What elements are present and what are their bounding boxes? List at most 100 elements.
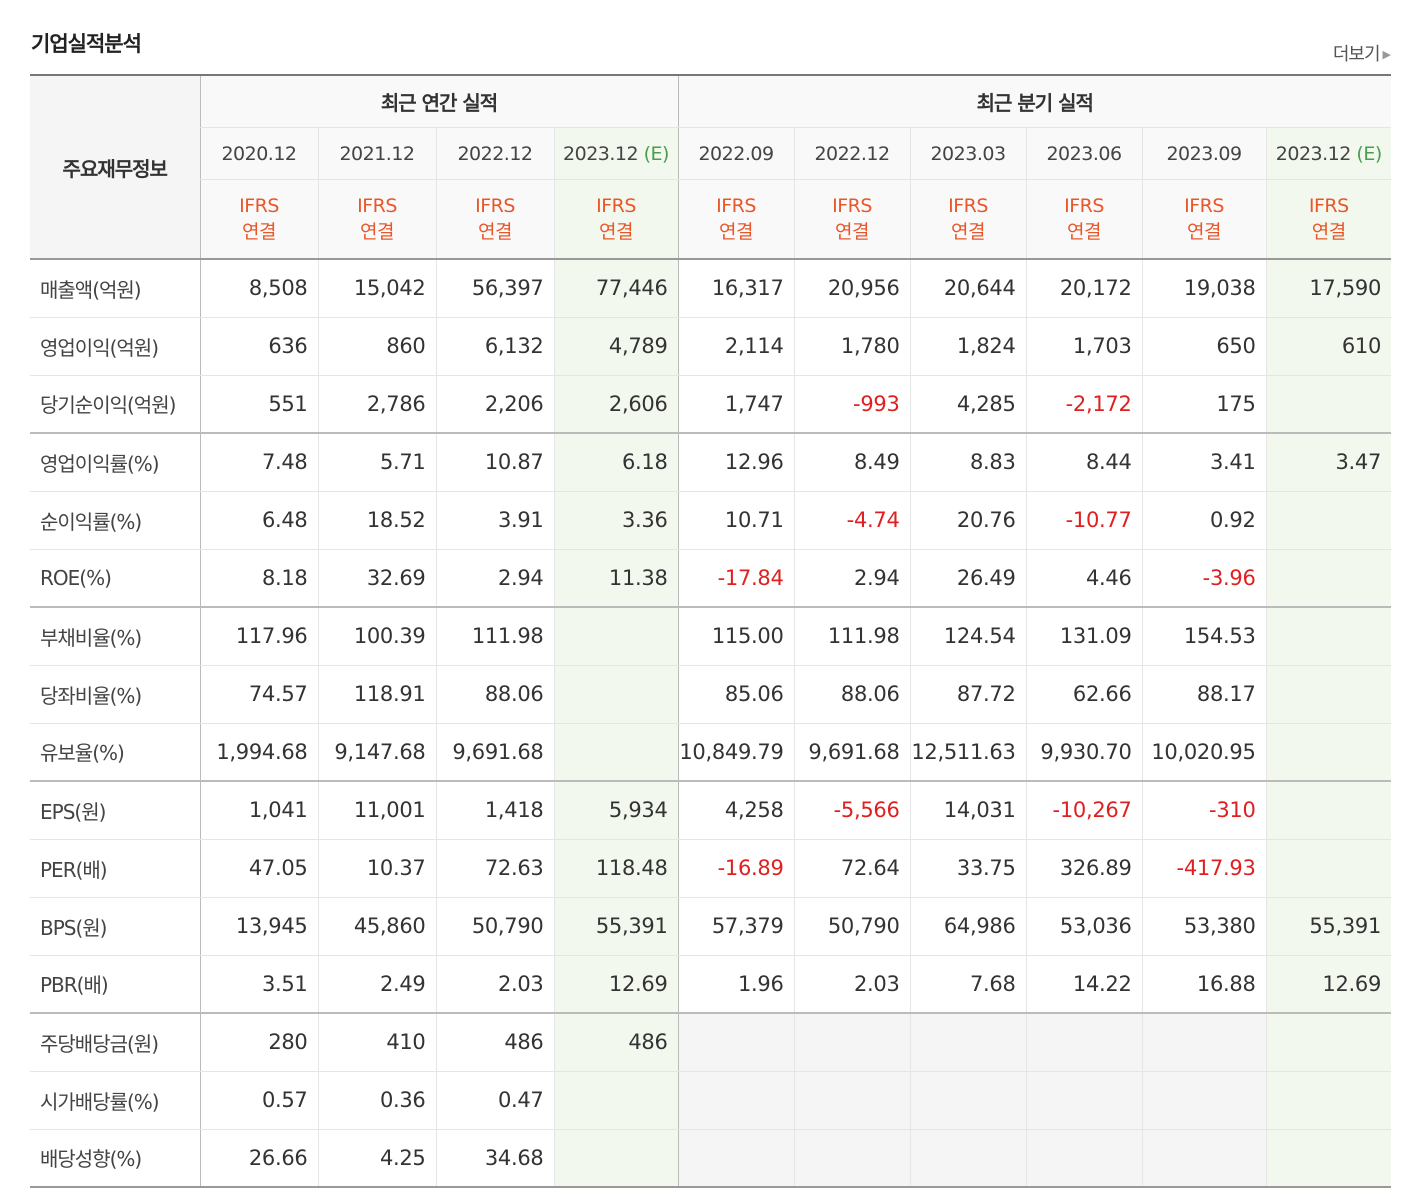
more-link[interactable]: 더보기 ▶ <box>1332 40 1391 66</box>
data-cell <box>677 1013 795 1072</box>
more-link-label: 더보기 <box>1332 44 1381 65</box>
data-cell: 77,446 <box>553 259 679 318</box>
row-label: 영업이익률(%) <box>30 433 200 492</box>
data-cell: 486 <box>435 1013 554 1072</box>
data-cell: -2,172 <box>1025 375 1143 434</box>
row-label: 주당배당금(원) <box>30 1013 200 1072</box>
data-cell: 2.49 <box>317 955 436 1014</box>
data-cell: 26.49 <box>909 549 1027 608</box>
data-cell: -10.77 <box>1025 491 1143 550</box>
basis-consolidation: 연결 <box>1187 221 1221 243</box>
basis-header: IFRS 연결 <box>199 179 318 260</box>
data-cell <box>1025 1071 1143 1130</box>
data-cell: 2,606 <box>553 375 679 434</box>
data-cell: 53,380 <box>1141 897 1267 956</box>
data-cell: 87.72 <box>909 665 1027 724</box>
period-header: 2021.12 <box>317 127 436 180</box>
period-label: 2022.09 <box>698 142 774 165</box>
data-cell: 4.46 <box>1025 549 1143 608</box>
data-cell: 8.83 <box>909 433 1027 492</box>
table-row: 시가배당률(%) 0.57 0.36 0.47 <box>30 1071 1392 1130</box>
data-cell: 19,038 <box>1141 259 1267 318</box>
data-cell: 64,986 <box>909 897 1027 956</box>
row-label: 시가배당률(%) <box>30 1071 200 1130</box>
basis-consolidation: 연결 <box>719 221 753 243</box>
data-cell: 88.17 <box>1141 665 1267 724</box>
data-cell: -5,566 <box>793 781 911 840</box>
table-row: PER(배) 47.05 10.37 72.63 118.48 -16.89 72.64 33… <box>30 839 1392 898</box>
data-cell: 486 <box>553 1013 679 1072</box>
estimate-mark: (E) <box>643 142 670 165</box>
table-row: 주당배당금(원) 280 410 486 486 <box>30 1013 1392 1072</box>
data-cell: 45,860 <box>317 897 436 956</box>
table-row: ROE(%) 8.18 32.69 2.94 11.38 -17.84 2.94 26.49 4… <box>30 549 1392 608</box>
data-cell <box>1265 723 1392 782</box>
header-group-row: 주요재무정보 최근 연간 실적 최근 분기 실적 <box>30 74 1392 260</box>
period-header: 2022.12 <box>435 127 554 180</box>
data-cell: 20.76 <box>909 491 1027 550</box>
table-row: BPS(원) 13,945 45,860 50,790 55,391 57,379 50,7… <box>30 897 1392 956</box>
basis-header-row: IFRS 연결 IFRS 연결 IFRS 연결 IFRS 연결 IFRS 연결 IFRS 연결 IFRS… <box>30 179 1392 260</box>
data-cell: 118.91 <box>317 665 436 724</box>
data-cell: 6,132 <box>435 317 554 376</box>
basis-consolidation: 연결 <box>599 221 633 243</box>
data-cell <box>553 665 679 724</box>
period-label: 2023.09 <box>1166 142 1242 165</box>
data-cell <box>553 607 679 666</box>
data-cell <box>1265 491 1392 550</box>
data-cell: 2.94 <box>435 549 554 608</box>
basis-header: IFRS 연결 <box>435 179 554 260</box>
period-header: 2023.09 <box>1141 127 1267 180</box>
data-cell <box>677 1129 795 1188</box>
data-cell <box>1141 1129 1267 1188</box>
data-cell: 3.41 <box>1141 433 1267 492</box>
data-cell: 610 <box>1265 317 1392 376</box>
period-header: 2022.09 <box>677 127 795 180</box>
data-cell: 16.88 <box>1141 955 1267 1014</box>
data-cell: 88.06 <box>435 665 554 724</box>
data-cell: 2.03 <box>793 955 911 1014</box>
basis-standard: IFRS <box>357 195 397 217</box>
data-cell: 2,114 <box>677 317 795 376</box>
data-cell: 57,379 <box>677 897 795 956</box>
basis-consolidation: 연결 <box>1311 221 1346 243</box>
data-cell: 280 <box>199 1013 318 1072</box>
basis-standard: IFRS <box>1064 195 1104 217</box>
data-cell: 9,930.70 <box>1025 723 1143 782</box>
data-cell: 74.57 <box>199 665 318 724</box>
basis-consolidation: 연결 <box>1067 221 1101 243</box>
data-cell: 8,508 <box>199 259 318 318</box>
basis-consolidation: 연결 <box>360 221 394 243</box>
data-cell: 1,824 <box>909 317 1027 376</box>
data-cell: 14.22 <box>1025 955 1143 1014</box>
period-header: 2020.12 <box>199 127 318 180</box>
data-cell: 55,391 <box>1265 897 1392 956</box>
basis-header: IFRS 연결 <box>1265 179 1392 260</box>
row-label: 영업이익(억원) <box>30 317 200 376</box>
data-cell <box>553 723 679 782</box>
data-cell <box>793 1013 911 1072</box>
row-label: PER(배) <box>30 839 200 898</box>
row-label: 순이익률(%) <box>30 491 200 550</box>
data-cell <box>909 1129 1027 1188</box>
row-label: 유보율(%) <box>30 723 200 782</box>
data-cell: -16.89 <box>677 839 795 898</box>
data-cell: 10.87 <box>435 433 554 492</box>
data-cell: -4.74 <box>793 491 911 550</box>
basis-header: IFRS 연결 <box>553 179 679 260</box>
row-label: ROE(%) <box>30 549 200 608</box>
data-cell <box>1265 665 1392 724</box>
data-cell <box>1265 839 1392 898</box>
data-cell: 20,172 <box>1025 259 1143 318</box>
data-cell: 636 <box>199 317 318 376</box>
data-cell: 8.44 <box>1025 433 1143 492</box>
data-cell: -993 <box>793 375 911 434</box>
table-row: 순이익률(%) 6.48 18.52 3.91 3.36 10.71 -4.74 20.76-… <box>30 491 1392 550</box>
data-cell: 1,703 <box>1025 317 1143 376</box>
data-cell: 131.09 <box>1025 607 1143 666</box>
data-cell: 175 <box>1141 375 1267 434</box>
data-cell: 9,147.68 <box>317 723 436 782</box>
data-cell <box>1265 607 1392 666</box>
basis-standard: IFRS <box>716 195 756 217</box>
data-cell: 12,511.63 <box>909 723 1027 782</box>
